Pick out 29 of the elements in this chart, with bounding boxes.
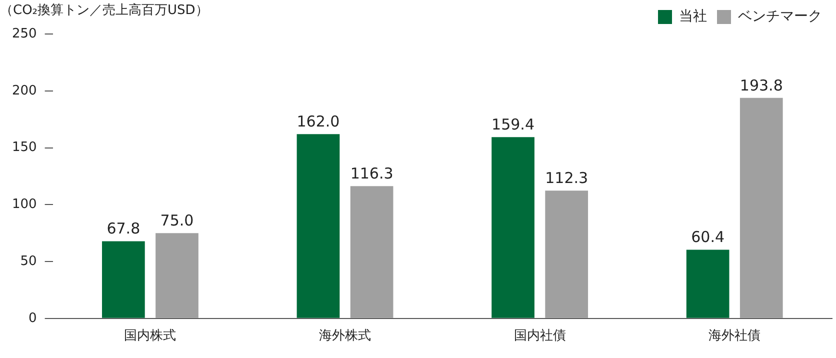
legend-label: ベンチマーク xyxy=(738,8,822,25)
bar xyxy=(545,190,588,318)
data-label: 60.4 xyxy=(691,228,725,246)
y-tick-label: 150 xyxy=(12,140,37,156)
data-label: 75.0 xyxy=(160,211,194,230)
bar xyxy=(740,98,783,318)
y-tick-label: 50 xyxy=(20,254,37,269)
x-tick-label: 海外株式 xyxy=(319,328,372,344)
data-label: 116.3 xyxy=(350,164,394,182)
data-label: 162.0 xyxy=(296,112,340,130)
bar xyxy=(350,186,394,318)
x-tick-label: 海外社債 xyxy=(708,328,761,344)
x-tick-label: 国内社債 xyxy=(514,328,566,344)
y-tick-label: 0 xyxy=(28,310,37,326)
bar xyxy=(686,250,730,318)
data-label: 112.3 xyxy=(545,169,588,188)
data-label: 193.8 xyxy=(740,76,783,94)
x-tick-label: 国内株式 xyxy=(124,328,176,344)
y-tick-label: 250 xyxy=(12,26,37,42)
bar xyxy=(492,137,534,318)
y-tick-label: 100 xyxy=(12,197,37,212)
data-label: 67.8 xyxy=(106,220,140,238)
bar xyxy=(296,134,340,318)
legend-label: 当社 xyxy=(679,8,707,25)
data-label: 159.4 xyxy=(492,115,534,134)
y-axis-title: （CO₂換算トン／売上高百万USD） xyxy=(0,2,208,18)
y-tick-label: 200 xyxy=(12,83,37,98)
bar xyxy=(156,233,198,318)
bar xyxy=(102,241,145,318)
